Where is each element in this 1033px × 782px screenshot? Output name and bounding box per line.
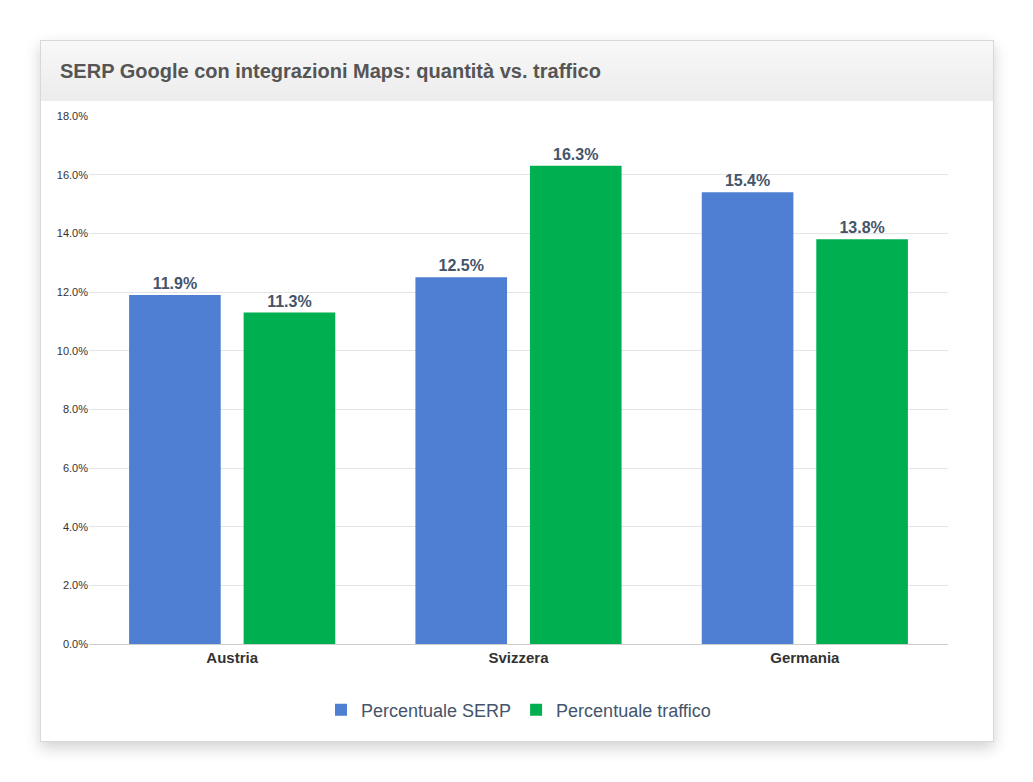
svg-text:12.5%: 12.5% [439, 257, 484, 274]
svg-text:4.0%: 4.0% [63, 521, 88, 533]
svg-text:11.3%: 11.3% [267, 293, 311, 310]
svg-text:SERP Google con integrazioni M: SERP Google con integrazioni Maps: quant… [60, 60, 601, 82]
svg-text:14.0%: 14.0% [57, 227, 88, 239]
svg-text:11.9%: 11.9% [153, 275, 197, 292]
svg-text:6.0%: 6.0% [63, 462, 88, 474]
svg-text:12.0%: 12.0% [57, 286, 88, 298]
svg-text:Svizzera: Svizzera [488, 649, 549, 666]
svg-text:Austria: Austria [206, 649, 258, 666]
svg-text:Percentuale SERP: Percentuale SERP [361, 701, 511, 721]
svg-text:0.0%: 0.0% [63, 638, 88, 650]
svg-text:13.8%: 13.8% [839, 219, 884, 236]
svg-text:18.0%: 18.0% [57, 110, 88, 122]
svg-text:16.3%: 16.3% [553, 146, 598, 163]
svg-text:Percentuale traffico: Percentuale traffico [556, 701, 711, 721]
svg-text:8.0%: 8.0% [63, 403, 88, 415]
svg-text:2.0%: 2.0% [63, 579, 88, 591]
svg-text:15.4%: 15.4% [725, 172, 770, 189]
svg-text:16.0%: 16.0% [57, 169, 88, 181]
svg-text:10.0%: 10.0% [57, 345, 88, 357]
svg-text:Germania: Germania [770, 649, 840, 666]
